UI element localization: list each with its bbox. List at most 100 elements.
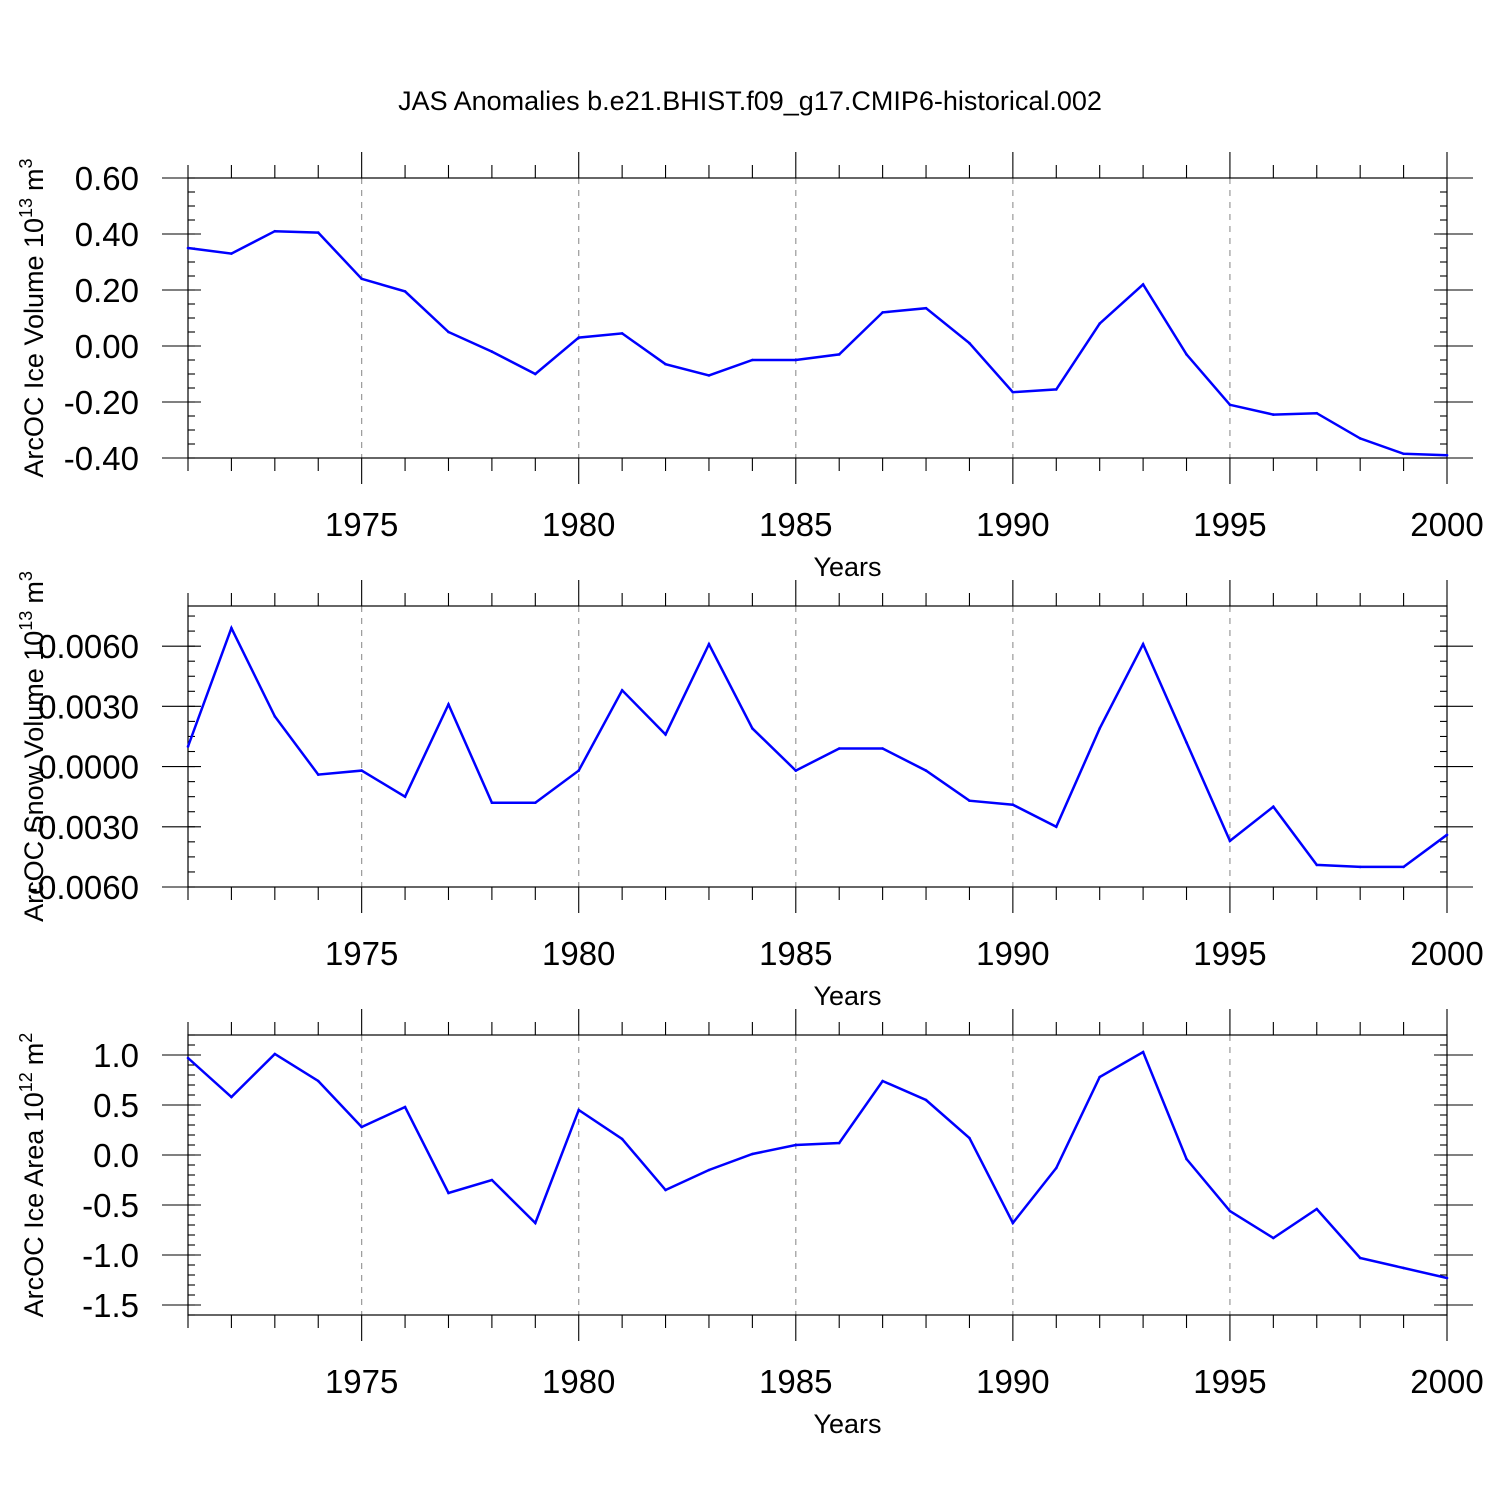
data-point (794, 769, 797, 772)
plot-frame (188, 178, 1447, 458)
data-point (274, 1053, 277, 1056)
panels: 0.60 0.40 0.20 0.00 -0.20 -0.40 1975 1980 1985 19… (16, 152, 1484, 1439)
data-point (1359, 866, 1362, 869)
data-point (838, 747, 841, 750)
data-point (491, 350, 494, 353)
x-axis-label: Years (813, 981, 881, 1011)
y-tick-label: 0.40 (75, 216, 139, 253)
data-point (1315, 864, 1318, 867)
data-point (317, 231, 320, 234)
data-point (534, 1222, 537, 1225)
data-point (1402, 866, 1405, 869)
data-point (230, 1096, 233, 1099)
data-point (317, 773, 320, 776)
y-axis-label-exponent: 13 (16, 611, 36, 631)
data-point (708, 643, 711, 646)
data-point (838, 1142, 841, 1145)
plot-frame (188, 606, 1447, 887)
data-point (447, 331, 450, 334)
y-tick-label: -1.5 (82, 1287, 139, 1324)
data-point (577, 769, 580, 772)
x-tick-label: 1995 (1193, 935, 1266, 972)
y-tick-label: 0.00 (75, 328, 139, 365)
x-tick-label: 1990 (976, 506, 1049, 543)
series-line (188, 231, 1447, 455)
data-point (621, 689, 624, 692)
data-point (1402, 1267, 1405, 1270)
y-axis-label: ArcOC Ice Area 1012 m2 (16, 1033, 49, 1318)
y-tick-label: 0.0030 (38, 688, 139, 725)
x-tick-label: 1975 (325, 1363, 398, 1400)
y-tick-label: -1.0 (82, 1237, 139, 1274)
data-point (404, 1106, 407, 1109)
y-axis-label-unit-exponent: 3 (16, 571, 36, 581)
data-point (751, 727, 754, 730)
data-point (534, 373, 537, 376)
data-point (491, 1179, 494, 1182)
x-tick-label: 1975 (325, 506, 398, 543)
y-tick-label: -0.5 (82, 1187, 139, 1224)
data-point (1098, 727, 1101, 730)
data-point (1185, 1158, 1188, 1161)
data-point (1012, 1222, 1015, 1225)
data-point (968, 342, 971, 345)
y-tick-label: -0.40 (64, 440, 139, 477)
data-point (838, 353, 841, 356)
data-point (751, 359, 754, 362)
x-tick-label: 1985 (759, 1363, 832, 1400)
data-point (968, 1137, 971, 1140)
y-axis-label-unit-exponent: 2 (16, 1033, 36, 1043)
data-point (447, 1192, 450, 1195)
data-point (1446, 454, 1449, 457)
data-point (404, 795, 407, 798)
data-point (664, 363, 667, 366)
data-point (230, 252, 233, 255)
figure: JAS Anomalies b.e21.BHIST.f09_g17.CMIP6-… (0, 0, 1500, 1500)
y-axis-label-unit-exponent: 3 (16, 158, 36, 168)
data-point (664, 1189, 667, 1192)
data-point (881, 1080, 884, 1083)
data-point (881, 747, 884, 750)
data-point (1272, 413, 1275, 416)
x-tick-label: 2000 (1410, 506, 1483, 543)
data-point (1359, 1257, 1362, 1260)
data-point (1229, 1210, 1232, 1213)
data-point (621, 332, 624, 335)
x-tick-label: 1985 (759, 935, 832, 972)
y-axis-label: ArcOC Ice Volume 1013 m3 (16, 158, 49, 477)
data-point (1142, 643, 1145, 646)
y-tick-label: 0.20 (75, 272, 139, 309)
data-point (1359, 437, 1362, 440)
y-axis-label-unit: m (19, 1043, 49, 1066)
data-point (1055, 1167, 1058, 1170)
data-point (534, 801, 537, 804)
data-point (1142, 283, 1145, 286)
data-point (1229, 840, 1232, 843)
data-point (1012, 803, 1015, 806)
data-point (621, 1138, 624, 1141)
data-point (925, 307, 928, 310)
y-tick-label: 0.0000 (38, 749, 139, 786)
x-tick-label: 2000 (1410, 1363, 1483, 1400)
figure-title: JAS Anomalies b.e21.BHIST.f09_g17.CMIP6-… (398, 86, 1102, 116)
data-point (708, 1169, 711, 1172)
x-tick-label: 1995 (1193, 1363, 1266, 1400)
data-point (1142, 1051, 1145, 1054)
data-point (317, 1080, 320, 1083)
y-axis-label-text: ArcOC Snow Volume 10 (19, 631, 49, 922)
panel-1: 0.60 0.40 0.20 0.00 -0.20 -0.40 1975 1980 1985 19… (16, 152, 1484, 582)
data-point (1098, 322, 1101, 325)
panel-2: 0.0060 0.0030 0.0000 -0.0030 -0.0060 1975 1980… (16, 571, 1484, 1011)
data-point (1446, 834, 1449, 837)
plot-frame (188, 1035, 1447, 1315)
data-point (1229, 404, 1232, 407)
data-point (491, 801, 494, 804)
data-point (1272, 1237, 1275, 1240)
data-point (577, 1109, 580, 1112)
y-axis-label-text: ArcOC Ice Area 10 (19, 1092, 49, 1317)
y-tick-label: 0.5 (93, 1087, 139, 1124)
data-point (1012, 391, 1015, 394)
data-point (925, 769, 928, 772)
data-point (794, 1144, 797, 1147)
y-axis-label-unit: m (19, 581, 49, 604)
